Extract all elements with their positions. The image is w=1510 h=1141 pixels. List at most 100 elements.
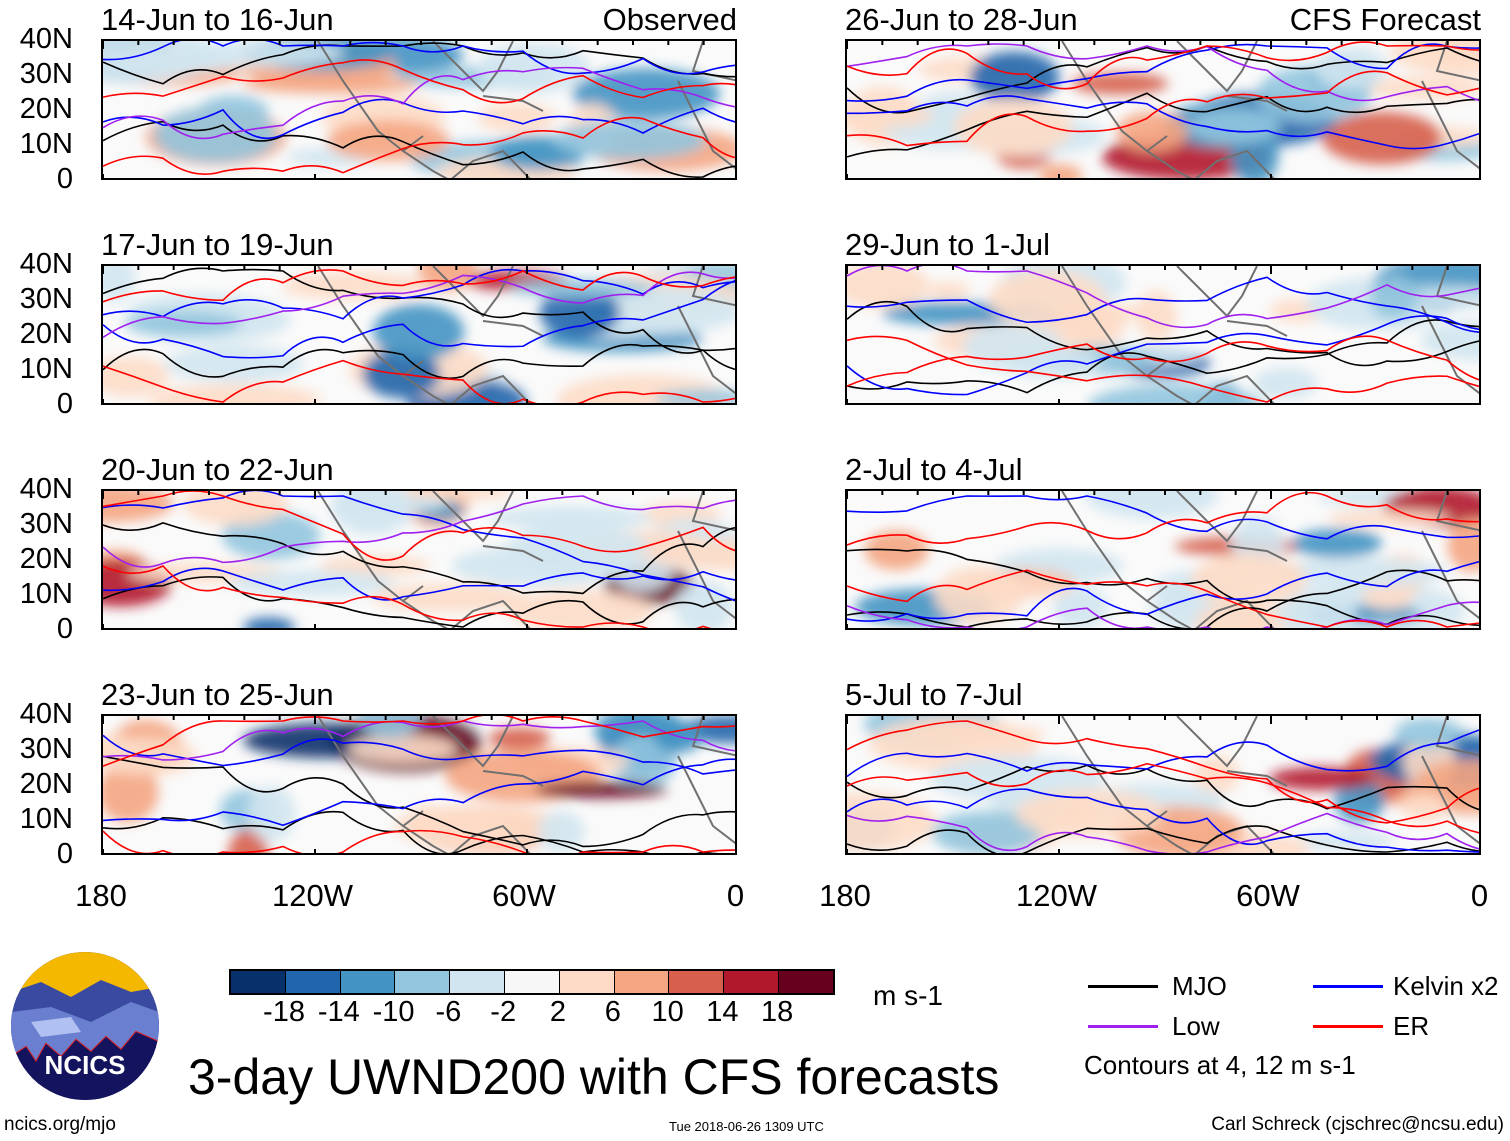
mjo-contour	[103, 267, 735, 371]
colorbar-swatch	[669, 971, 725, 993]
panel-title: 23-Jun to 25-Jun	[101, 677, 334, 712]
map-panel	[101, 489, 737, 630]
lat-tick-label: 20N	[19, 543, 73, 575]
colorbar-tick-label: 14	[706, 996, 739, 1028]
lat-tick-label: 20N	[19, 318, 73, 350]
legend-line-low	[1088, 1025, 1158, 1028]
lat-tick-label: 40N	[19, 23, 73, 55]
mjo-contour	[847, 764, 1479, 811]
colorbar-tick-label: -2	[490, 996, 517, 1028]
panel-label: CFS Forecast	[1289, 2, 1481, 37]
westerly-anomaly-region	[477, 103, 557, 132]
westerly-anomaly-region	[1268, 767, 1376, 791]
westerly-anomaly-region	[1048, 304, 1150, 321]
footer-timestamp: Tue 2018-06-26 1309 UTC	[669, 1119, 824, 1134]
er-contour	[847, 762, 1479, 834]
westerly-anomaly-region	[1038, 163, 1083, 178]
easterly-anomaly-region	[228, 570, 396, 597]
low-contour	[847, 43, 1479, 102]
er-contour	[847, 720, 1479, 824]
colorbar-tick-label: 6	[604, 996, 621, 1028]
er-contour	[103, 491, 735, 561]
westerly-anomaly-region	[910, 725, 1048, 742]
wind-anomaly-map	[103, 491, 735, 628]
map-panel	[101, 264, 737, 405]
map-panel	[845, 264, 1481, 405]
westerly-anomaly-region	[1190, 553, 1306, 607]
lat-tick-label: 10N	[19, 128, 73, 160]
lat-tick-label: 0	[56, 838, 73, 870]
panel-title: 26-Jun to 28-Jun	[845, 2, 1078, 37]
easterly-anomaly-region	[1053, 587, 1109, 628]
coastline	[317, 41, 735, 178]
colorbar	[229, 969, 835, 995]
easterly-anomaly-region	[1084, 491, 1219, 519]
wind-anomaly-map	[847, 716, 1479, 853]
legend-label-mjo: MJO	[1172, 971, 1227, 1001]
mjo-contour	[847, 45, 1479, 114]
easterly-anomaly-region	[654, 389, 735, 403]
lat-tick-label: 40N	[19, 473, 73, 505]
map-panel	[845, 714, 1481, 855]
mjo-contour	[847, 300, 1479, 367]
easterly-anomaly-region	[153, 106, 278, 163]
kelvin-contour	[847, 43, 1479, 102]
footer-author: Carl Schreck (cjschrec@ncsu.edu)	[1211, 1114, 1504, 1135]
lat-tick-label: 30N	[19, 58, 73, 90]
er-contour	[103, 716, 735, 767]
westerly-anomaly-region	[103, 491, 174, 523]
wind-anomaly-map	[103, 716, 735, 853]
lon-tick-label: 180	[75, 878, 127, 913]
lon-tick-label: 0	[1470, 878, 1489, 913]
easterly-anomaly-region	[930, 755, 1105, 803]
kelvin-contour	[847, 729, 1479, 778]
easterly-anomaly-region	[330, 491, 414, 535]
panel-title: 29-Jun to 1-Jul	[845, 227, 1051, 262]
map-panel	[101, 714, 737, 855]
panel-title: 14-Jun to 16-Jun	[101, 2, 334, 37]
westerly-anomaly-region	[1401, 792, 1449, 822]
colorbar-tick-label: 10	[651, 996, 684, 1028]
footer-url: ncics.org/mjo	[4, 1114, 116, 1135]
colorbar-tick-label: 2	[549, 996, 567, 1028]
er-contour	[103, 59, 735, 104]
mjo-contour	[103, 811, 719, 853]
wind-anomaly-map	[103, 266, 735, 403]
kelvin-contour	[103, 758, 735, 827]
easterly-anomaly-region	[247, 785, 296, 842]
westerly-anomaly-region	[847, 266, 929, 309]
logo-text: NCICS	[44, 1050, 126, 1080]
er-contour	[847, 335, 1479, 387]
lat-tick-label: 40N	[19, 248, 73, 280]
westerly-anomaly-region	[953, 98, 1073, 156]
lat-tick-label: 10N	[19, 353, 73, 385]
ncics-logo: NCICS	[11, 952, 159, 1100]
kelvin-contour	[103, 734, 735, 775]
colorbar-tick-label: -18	[263, 996, 305, 1028]
mjo-contour	[103, 42, 735, 85]
kelvin-contour	[103, 567, 735, 601]
legend-line-er	[1313, 1025, 1383, 1028]
colorbar-swatch	[559, 971, 615, 993]
colorbar-swatch	[614, 971, 670, 993]
colorbar-swatch	[395, 971, 451, 993]
panel-title: 5-Jul to 7-Jul	[845, 677, 1023, 712]
figure-title: 3-day UWND200 with CFS forecasts	[188, 1049, 1000, 1105]
westerly-anomaly-region	[507, 589, 655, 628]
mjo-contour	[103, 755, 735, 848]
easterly-anomaly-region	[489, 506, 653, 531]
westerly-anomaly-region	[103, 356, 170, 397]
westerly-anomaly-region	[925, 282, 972, 299]
easterly-anomaly-region	[675, 580, 734, 628]
easterly-anomaly-region	[506, 525, 649, 568]
easterly-anomaly-region	[572, 68, 720, 120]
low-contour	[103, 66, 735, 140]
westerly-anomaly-region	[847, 792, 937, 852]
colorbar-swatch	[231, 971, 286, 993]
easterly-anomaly-region	[1369, 275, 1418, 320]
coastline	[1061, 491, 1479, 628]
kelvin-contour	[103, 279, 735, 359]
lat-tick-label: 20N	[19, 768, 73, 800]
map-panel	[845, 489, 1481, 630]
